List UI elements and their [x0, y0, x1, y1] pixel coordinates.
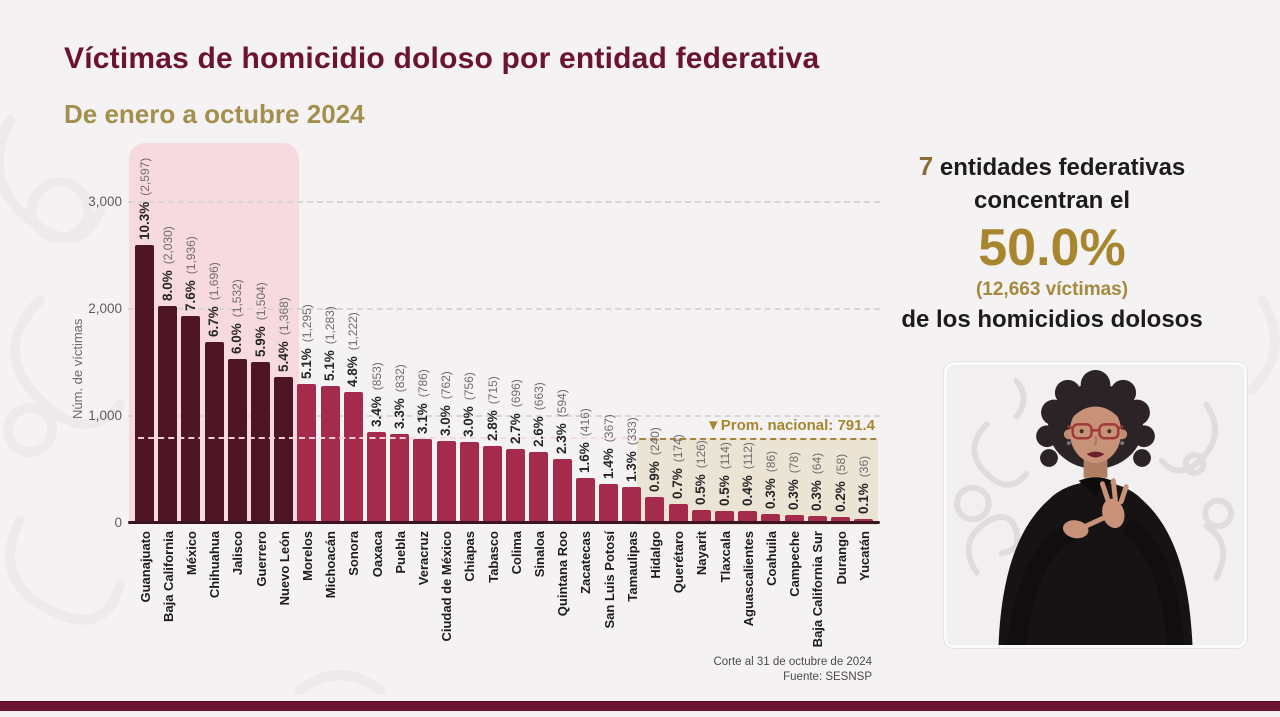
bar: [622, 487, 642, 523]
subtitle-date-range: De enero a octubre 2024: [64, 99, 365, 129]
page-title: Víctimas de homicidio doloso por entidad…: [64, 42, 820, 75]
bar: [784, 514, 804, 523]
footer-source-note: Corte al 31 de octubre de 2024 Fuente: S…: [560, 655, 872, 685]
callout-victim-count: (12,663 víctimas): [975, 279, 1129, 300]
bar: [204, 341, 224, 523]
bar: [135, 245, 154, 523]
bar: [413, 438, 433, 523]
y-axis-tick-label: 1,000: [88, 408, 122, 423]
callout-entity-count: 7: [918, 151, 934, 181]
bar: [436, 441, 456, 523]
bar-chart: Núm. de víctimas 0 1,000 2,000 3,000 10.3%(2…: [70, 143, 880, 647]
bar: [575, 478, 595, 523]
bar: [251, 362, 270, 523]
bar: [297, 384, 317, 523]
bar: [599, 483, 618, 523]
callout-line2: concentran el: [973, 187, 1131, 214]
bar: [367, 431, 386, 523]
gridline: [128, 201, 880, 203]
bar: [831, 516, 850, 523]
bar: [715, 510, 734, 523]
x-axis-line: [128, 521, 880, 524]
footer-source: Fuente: SESNSP: [783, 671, 872, 683]
callout-summary: 7 entidades federativas concentran el 50…: [888, 150, 1216, 336]
gridline: [128, 308, 880, 310]
bar: [320, 385, 340, 523]
bar: [738, 511, 758, 523]
sign-language-interpreter-illustration: [947, 365, 1244, 645]
callout-line1-text: entidades federativas: [933, 154, 1186, 181]
bar: [645, 497, 665, 523]
y-axis-tick-label: 2,000: [88, 301, 122, 316]
bar: [343, 392, 363, 523]
gridline: [128, 415, 880, 417]
y-axis-tick-label: 0: [114, 515, 122, 530]
bar: [158, 305, 178, 523]
bar: [227, 359, 247, 523]
y-axis-tick-label: 3,000: [88, 194, 122, 209]
sign-language-interpreter-video: [944, 362, 1247, 648]
bar: [274, 376, 294, 523]
callout-line1: 7 entidades federativas: [888, 150, 1216, 184]
national-average-label: ▼Prom. nacional: 791.4: [705, 417, 875, 434]
bar: [506, 448, 526, 523]
bar: [459, 442, 479, 523]
national-average-line: [128, 437, 638, 440]
bar: [529, 452, 549, 523]
bar: [761, 513, 781, 523]
bar: [181, 315, 201, 523]
callout-percentage: 50.0%: [978, 219, 1126, 277]
bar: [807, 516, 827, 523]
bar: [390, 433, 410, 523]
callout-line3: de los homicidios dolosos: [901, 306, 1203, 333]
bar: [691, 509, 711, 523]
bar: [552, 459, 572, 523]
footer-cutoff-date: Corte al 31 de octubre de 2024: [713, 656, 872, 668]
bottom-accent-bar: [0, 701, 1280, 711]
bar: [483, 446, 502, 523]
bar: [668, 504, 688, 523]
